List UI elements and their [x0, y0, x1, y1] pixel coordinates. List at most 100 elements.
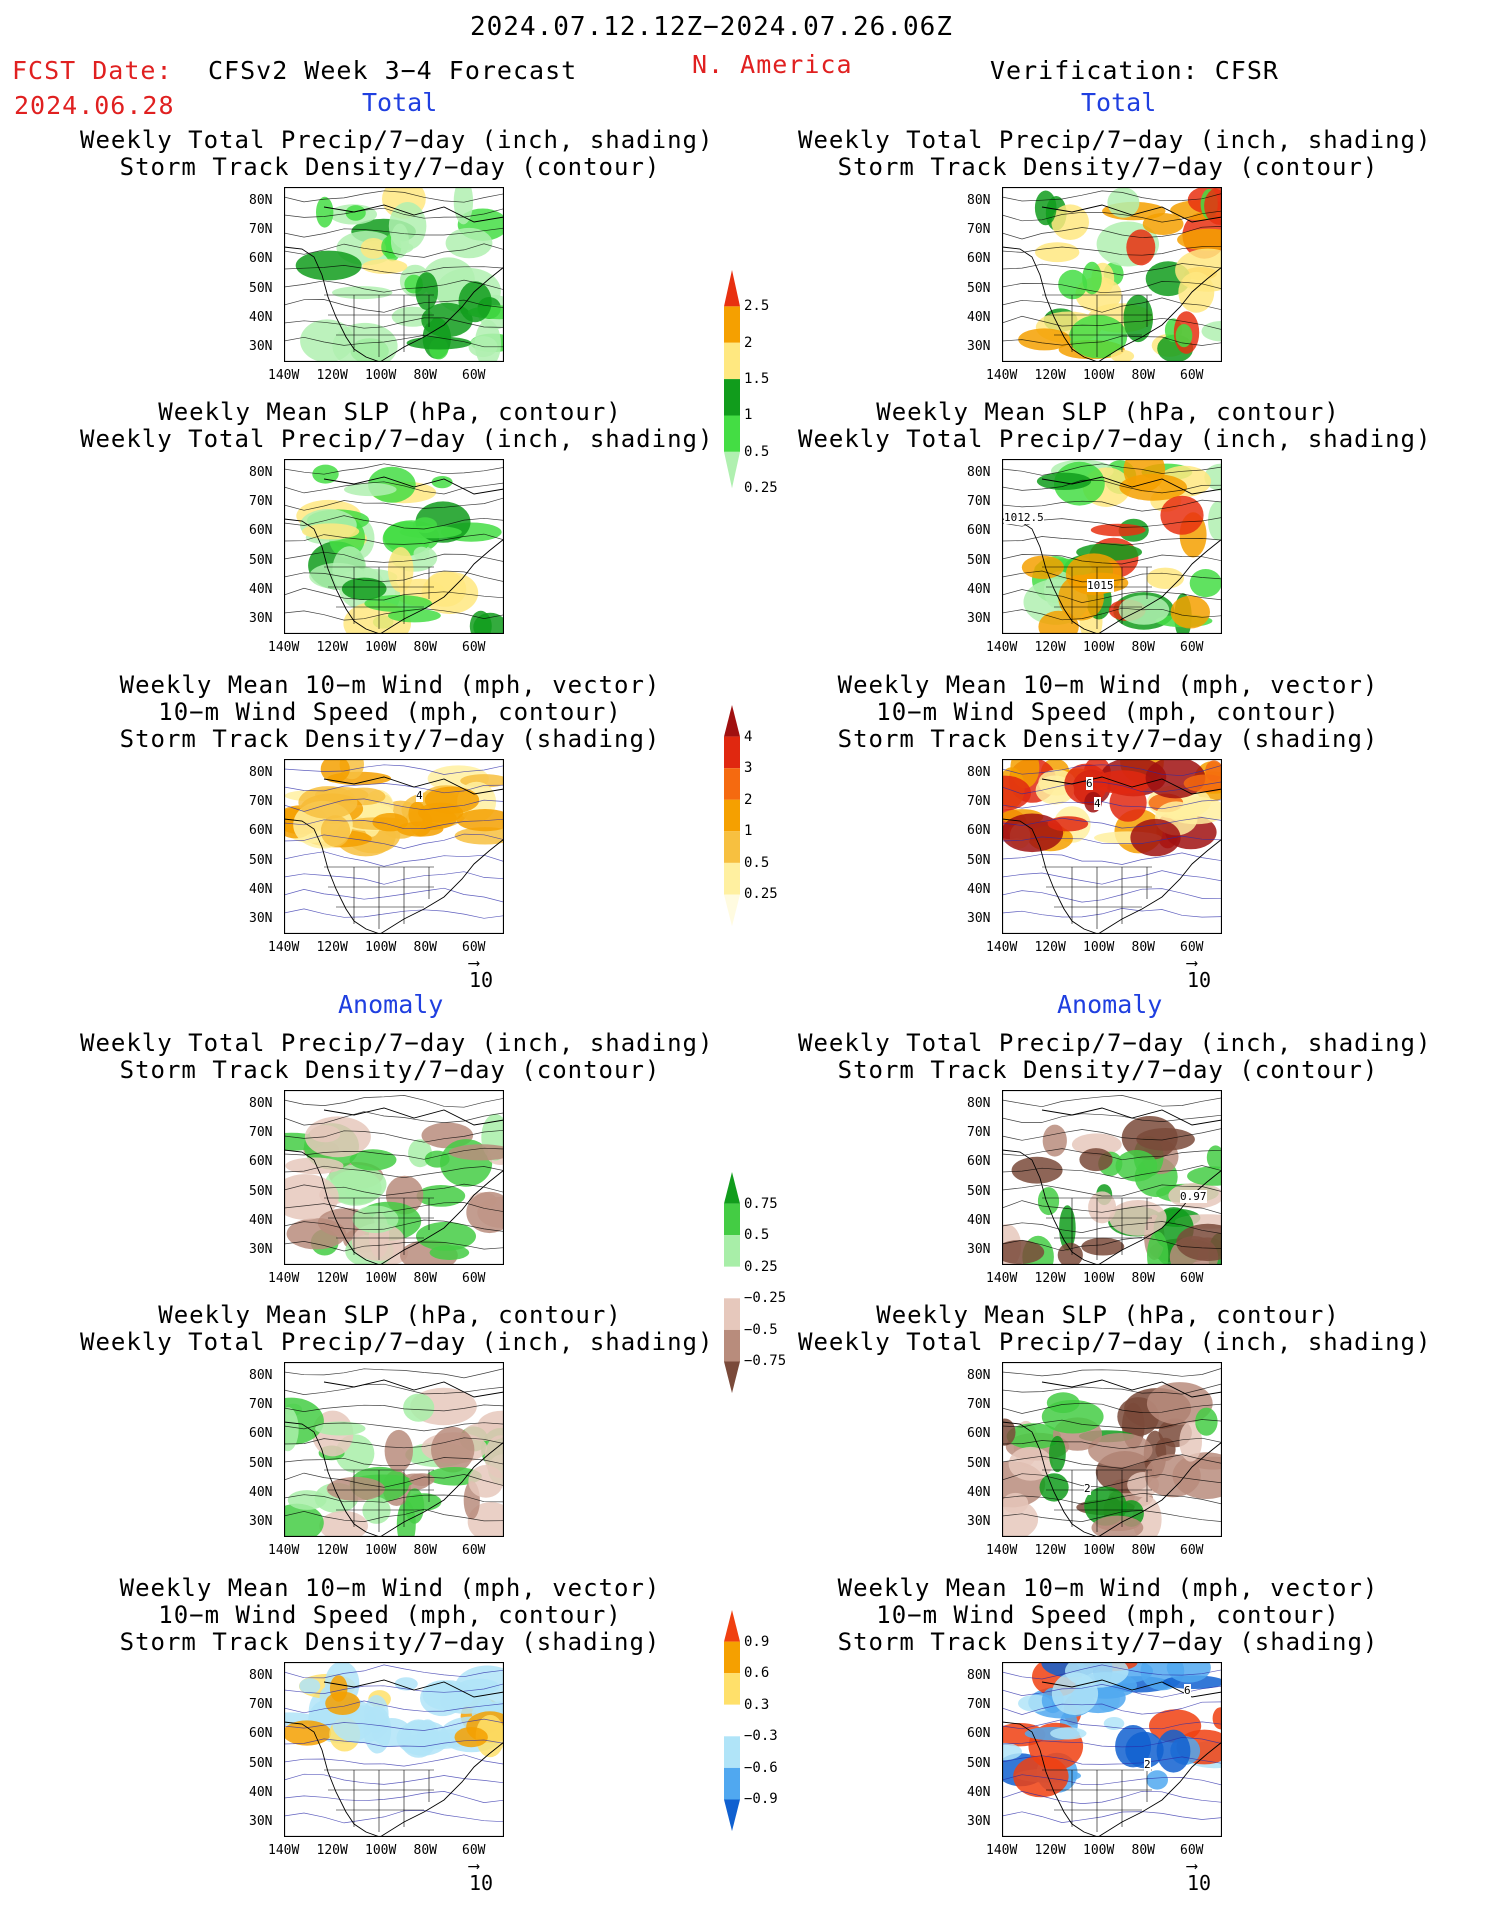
contour-value-label: 2 [1084, 1482, 1091, 1495]
contour-line [1002, 281, 1222, 294]
lat-label: 50N [249, 1755, 273, 1771]
colorbar-label: 1.5 [744, 371, 770, 388]
shading-blob [424, 1150, 450, 1168]
map-svg-r5 [1002, 1362, 1222, 1537]
colorbar-segment [724, 1641, 740, 1674]
contour-line [284, 1664, 504, 1679]
contour-line [1002, 607, 1222, 621]
coastline [1002, 776, 1222, 934]
contour-line [1002, 1402, 1222, 1414]
shading-blob [1183, 774, 1222, 793]
contour-line [284, 1773, 504, 1785]
contour-line [1002, 1165, 1222, 1179]
shading-blob [388, 202, 427, 250]
shading-blob [1123, 294, 1153, 343]
shading-blob [1144, 1454, 1201, 1498]
lat-label: 70N [967, 222, 991, 238]
lon-label: 60W [1180, 1543, 1204, 1558]
contour-line [284, 551, 504, 563]
colorbar-segment [724, 1736, 740, 1768]
section-anomaly-right: Anomaly [1057, 990, 1163, 1019]
coastline [284, 776, 504, 934]
shading-blob [406, 336, 472, 350]
contour-line [284, 1183, 504, 1196]
shading-blob [1121, 1116, 1178, 1160]
contour-line [1002, 226, 1222, 240]
shading-blob [1142, 213, 1184, 235]
map-svg-l4 [284, 1090, 504, 1265]
shading-blob [409, 1473, 435, 1486]
shading-blob [302, 523, 360, 540]
map-panel-l3 [284, 759, 504, 934]
map-svg-l6 [284, 1662, 504, 1837]
contour-line [1002, 479, 1222, 494]
lon-label: 80W [1131, 368, 1155, 383]
lon-label: 120W [1034, 940, 1066, 955]
contour-line [284, 515, 504, 530]
contour-value-label: 6 [1086, 777, 1093, 790]
shading-blob [364, 595, 432, 612]
lat-label: 40N [967, 581, 991, 597]
shading-blob [454, 1727, 488, 1748]
state-borders [324, 294, 434, 357]
contour-line [1002, 1811, 1222, 1823]
map-svg-r6 [1002, 1662, 1222, 1837]
state-borders [324, 1197, 434, 1260]
contour-line [1002, 852, 1222, 865]
shading-blob [1187, 1166, 1222, 1186]
lat-label: 50N [967, 280, 991, 296]
shading-blob [1002, 1240, 1045, 1265]
lat-label: 40N [967, 881, 991, 897]
contour-line [284, 851, 504, 867]
shading-blob [345, 205, 366, 221]
title-l5: Weekly Mean SLP (hPa, contour) Weekly Tot… [80, 1301, 714, 1356]
contour-line [284, 764, 504, 775]
lat-label: 40N [967, 1484, 991, 1500]
colorbar-label: 2 [744, 791, 753, 808]
contour-line [1002, 1473, 1222, 1488]
title-r6: Weekly Mean 10−m Wind (mph, vector) 10−m … [837, 1574, 1379, 1656]
shading-blob [421, 302, 473, 338]
lat-label: 80N [967, 1096, 991, 1111]
lat-label: 80N [967, 1368, 991, 1383]
shading-blob [1130, 818, 1181, 857]
contour-line [284, 798, 504, 812]
contour-line [1002, 554, 1222, 565]
map-panel-r2 [1002, 459, 1222, 634]
contour-line [1002, 1437, 1222, 1450]
shading-blob [329, 1169, 382, 1206]
lon-label: 100W [365, 368, 397, 383]
lat-label: 80N [249, 193, 273, 208]
map-panel-l2 [284, 459, 504, 634]
shading-blob [415, 272, 438, 311]
shading-blob [364, 1695, 389, 1733]
shading-blob [372, 813, 408, 832]
colorbar-segment [724, 799, 740, 832]
lon-label: 60W [462, 368, 486, 383]
contour-line [284, 608, 504, 621]
contour-line [284, 1791, 504, 1803]
shading-blob [1179, 1421, 1202, 1462]
lat-label: 70N [967, 794, 991, 810]
title-l1: Weekly Total Precip/7−day (inch, shading… [80, 126, 714, 181]
lon-label: 80W [413, 940, 437, 955]
lon-label: 140W [986, 940, 1018, 955]
lon-label: 120W [1034, 640, 1066, 655]
shading-blob [1049, 1435, 1066, 1473]
state-borders [324, 1469, 434, 1532]
lat-label: 30N [967, 339, 991, 354]
map-svg-l1 [284, 187, 504, 362]
lat-label: 30N [249, 1242, 273, 1257]
shading-blob [332, 322, 398, 362]
lon-label: 100W [365, 940, 397, 955]
shading-blob [1175, 248, 1222, 292]
shading-blob [1002, 1418, 1016, 1446]
shading-blob [344, 482, 397, 497]
shading-blob [397, 821, 444, 837]
colorbar-label: −0.9 [744, 1791, 778, 1808]
state-borders [1042, 1197, 1152, 1260]
shading-blob [1147, 1231, 1169, 1265]
contour-line [284, 1368, 504, 1379]
lon-label: 60W [462, 940, 486, 955]
shading-blob [454, 827, 504, 845]
